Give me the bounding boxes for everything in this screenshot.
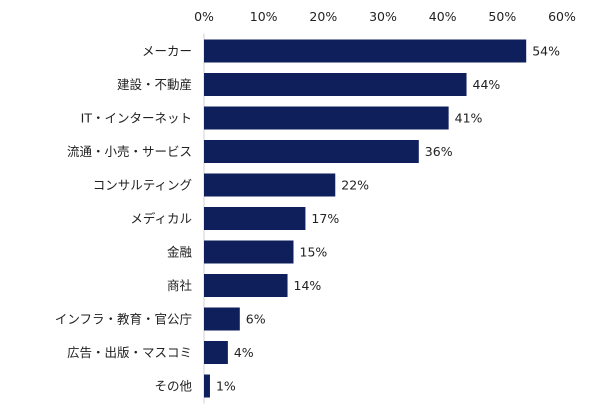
category-label: メディカル <box>130 211 192 226</box>
bar <box>204 173 336 197</box>
value-label: 1% <box>216 379 236 394</box>
x-tick-label: 10% <box>250 9 278 24</box>
value-label: 44% <box>473 77 501 92</box>
x-tick-label: 20% <box>309 9 337 24</box>
bar <box>204 207 306 230</box>
x-tick-label: 40% <box>429 9 457 24</box>
x-tick-label: 50% <box>488 9 516 24</box>
value-labels: 54% 44% 41% 36% 22% 17% 15% 14% 6% 4% 1% <box>216 44 560 394</box>
bar <box>204 106 449 130</box>
value-label: 15% <box>300 245 328 260</box>
x-tick-label: 0% <box>194 9 214 24</box>
value-label: 6% <box>246 312 266 327</box>
bar <box>204 140 419 163</box>
category-label: 広告・出版・マスコミ <box>67 345 192 360</box>
category-label: コンサルティング <box>93 178 192 193</box>
value-label: 36% <box>425 144 453 159</box>
category-label: 建設・不動産 <box>117 77 192 92</box>
x-axis-ticks: 0% 10% 20% 30% 40% 50% 60% <box>194 9 576 24</box>
category-label: その他 <box>154 379 192 394</box>
bar <box>204 307 240 331</box>
value-label: 41% <box>455 111 483 126</box>
bar <box>204 341 228 364</box>
category-label: メーカー <box>142 44 192 59</box>
category-label: 商社 <box>167 278 192 293</box>
value-label: 22% <box>341 178 369 193</box>
category-label: 流通・小売・サービス <box>67 144 192 159</box>
bar <box>204 73 467 96</box>
category-label: IT・インターネット <box>81 111 192 126</box>
value-label: 54% <box>532 44 560 59</box>
value-label: 4% <box>234 345 254 360</box>
x-tick-label: 30% <box>369 9 397 24</box>
bar <box>204 374 210 398</box>
bars-group <box>204 39 527 398</box>
category-label: インフラ・教育・官公庁 <box>55 312 192 327</box>
bar <box>204 240 294 264</box>
value-label: 14% <box>294 278 322 293</box>
value-label: 17% <box>311 211 339 226</box>
x-tick-label: 60% <box>548 9 576 24</box>
bar <box>204 39 527 63</box>
bar <box>204 274 288 297</box>
category-label: 金融 <box>167 245 193 260</box>
